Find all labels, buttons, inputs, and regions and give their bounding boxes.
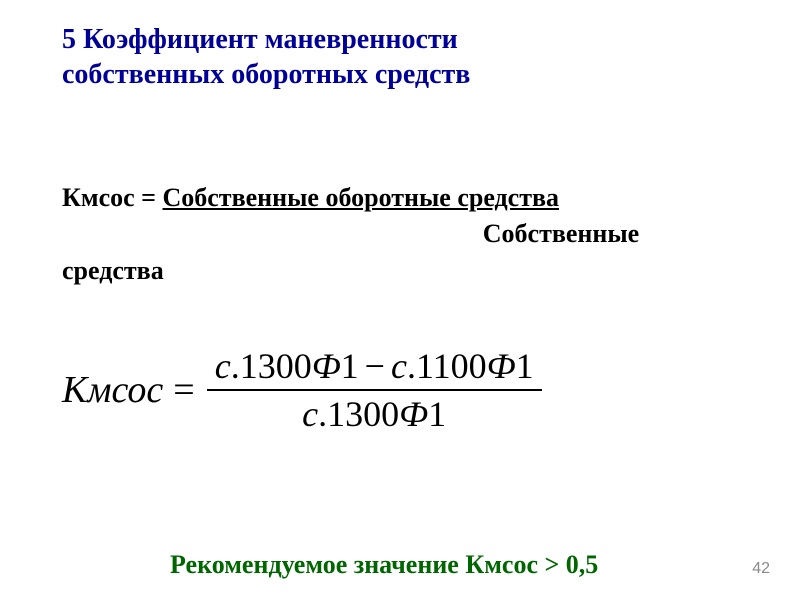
formula-block: Кмсос = с.1300Ф1−с.1100Ф1 с.1300Ф1	[62, 345, 542, 435]
slide-title: 5 Коэффициент маневренности собственных …	[62, 22, 470, 92]
definition-denom-1: Собственные	[62, 216, 800, 252]
formula-lhs: Кмсос	[62, 368, 163, 412]
definition-denom-2: средства	[62, 253, 800, 289]
formula-numerator: с.1300Ф1−с.1100Ф1	[207, 345, 542, 389]
def-eq: =	[141, 183, 162, 212]
definition-block: Кмсос = Собственные оборотные средства С…	[62, 180, 800, 289]
def-lhs: Кмсос	[62, 183, 141, 212]
formula-denominator: с.1300Ф1	[294, 391, 454, 435]
title-line-1: 5 Коэффициент маневренности	[62, 22, 470, 57]
def-numerator: Собственные оборотные средства	[162, 183, 559, 212]
recommendation-text: Рекомендуемое значение Кмсос > 0,5	[170, 550, 598, 580]
title-line-2: собственных оборотных средств	[62, 57, 470, 92]
page-number: 42	[752, 560, 770, 578]
formula-fraction: с.1300Ф1−с.1100Ф1 с.1300Ф1	[207, 345, 542, 435]
definition-line-1: Кмсос = Собственные оборотные средства	[62, 180, 800, 216]
formula-equals: =	[173, 368, 194, 412]
formula-row: Кмсос = с.1300Ф1−с.1100Ф1 с.1300Ф1	[62, 345, 542, 435]
